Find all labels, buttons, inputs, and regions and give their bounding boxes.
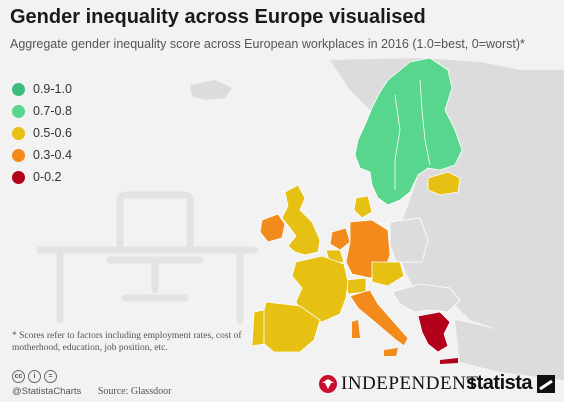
legend-dot [12,170,25,184]
region-sicily [384,348,398,356]
region-netherlands [329,227,351,251]
sweden-border [394,94,401,190]
page-subtitle: Aggregate gender inequality score across… [10,37,525,51]
region-ireland [259,213,286,243]
page-title: Gender inequality across Europe visualis… [10,6,426,28]
legend-item: 0.7-0.8 [12,100,72,122]
equals-icon: = [44,370,57,383]
statista-handle[interactable]: @StatistaCharts [12,386,82,397]
source-text: Source: Glassdoor [97,386,172,397]
region-portugal [251,309,265,347]
background-land [330,58,564,380]
legend-item: 0.3-0.4 [12,144,72,166]
creative-commons-icon: cc [12,370,25,383]
legend-item: 0-0.2 [12,166,72,188]
legend-item: 0.5-0.6 [12,122,72,144]
region-baltic [427,171,461,196]
iceland-shape [190,80,232,100]
legend-dot [12,104,25,118]
region-switzerland [345,277,367,295]
region-crete [440,358,458,364]
footer-source-line: @StatistaCharts Source: Glassdoor [12,386,171,397]
legend-dot [12,148,25,162]
footnote: * Scores refer to factors including empl… [12,331,242,353]
region-central [371,261,405,287]
region-italy [349,289,409,347]
independent-wordmark: INDEPENDENT [341,373,479,394]
region-balkans [391,283,461,313]
region-scandinavia [354,57,463,206]
legend-item: 0.9-1.0 [12,78,72,100]
region-sardinia [352,320,360,338]
region-poland [389,217,429,263]
legend-dot [12,126,25,140]
attribution-icon: i [28,370,41,383]
statista-wordmark: statista [466,372,533,394]
finland-border [419,79,431,166]
statista-brand[interactable]: statista [466,372,556,395]
region-uk [281,184,321,256]
independent-brand[interactable]: INDEPENDENT [318,373,478,395]
region-denmark [353,195,373,219]
legend-label: 0.9-1.0 [33,82,72,96]
legend: 0.9-1.0 0.7-0.8 0.5-0.6 0.3-0.4 0-0.2 [12,78,72,188]
eagle-logo-icon [319,375,337,393]
legend-label: 0.7-0.8 [33,104,72,118]
chair-icon [36,191,259,324]
legend-label: 0-0.2 [33,170,62,184]
region-greece [417,311,451,353]
legend-dot [12,82,25,96]
legend-label: 0.3-0.4 [33,148,72,162]
statista-logo-icon [537,374,556,393]
legend-label: 0.5-0.6 [33,126,72,140]
license-icons: cc i = [12,370,57,383]
region-france [291,255,349,323]
